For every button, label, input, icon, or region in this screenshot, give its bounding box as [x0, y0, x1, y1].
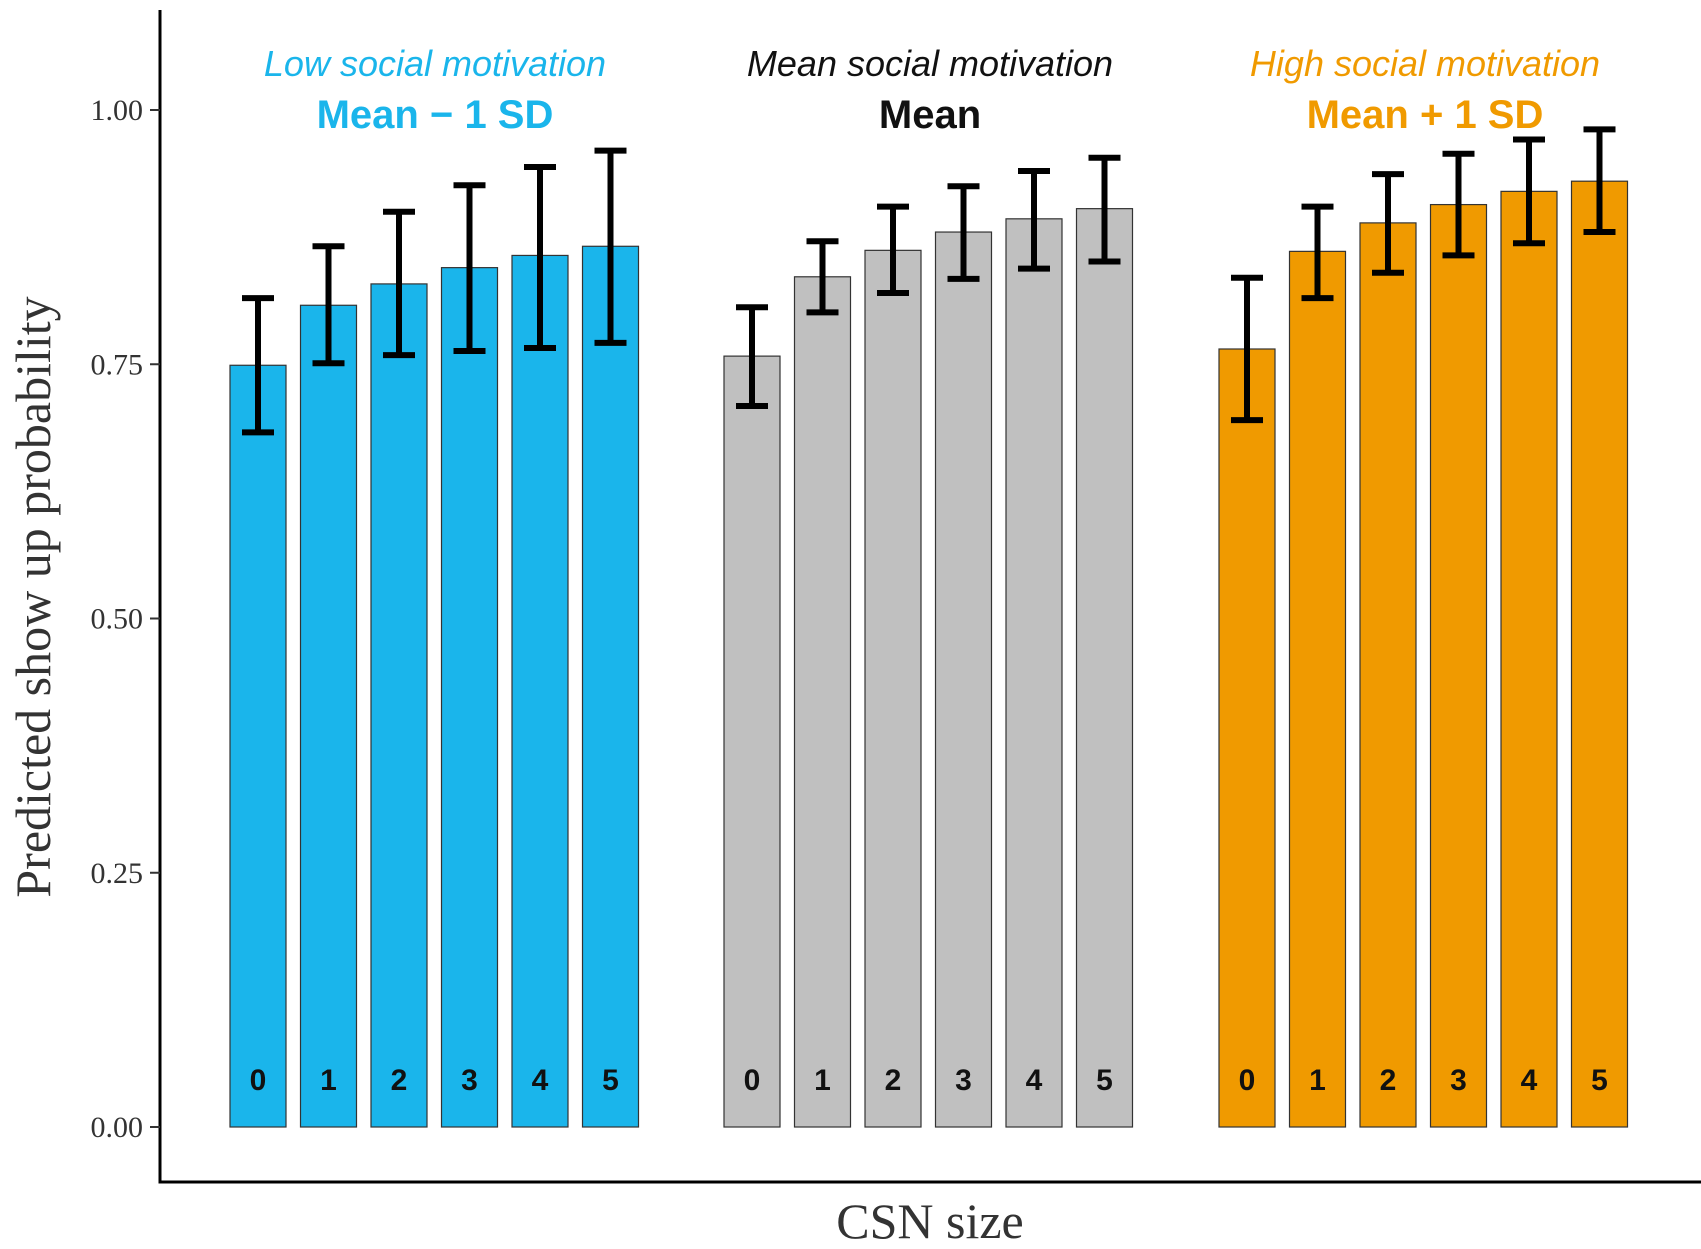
bar-category-label: 0 [250, 1064, 267, 1097]
bar [1500, 190, 1558, 1128]
y-tick-label: 0.50 [91, 603, 144, 636]
bar-category-label: 3 [1450, 1064, 1467, 1097]
bar [299, 304, 358, 1128]
bar [864, 249, 922, 1128]
bar [511, 254, 569, 1128]
bar-category-label: 4 [1026, 1064, 1043, 1097]
bar-category-label: 1 [1309, 1064, 1326, 1097]
bar [934, 231, 993, 1128]
bar-category-label: 4 [1521, 1064, 1538, 1097]
bar-category-label: 5 [1096, 1064, 1113, 1097]
y-tick-label: 1.00 [91, 94, 144, 127]
bar [1005, 218, 1063, 1128]
ticks-layer: 0.00 0.25 0.50 0.75 1.00 [91, 94, 160, 1144]
bar-category-label: 5 [1591, 1064, 1608, 1097]
bar-category-label: 3 [955, 1064, 972, 1097]
y-axis-title: Predicted show up probability [5, 296, 61, 897]
group-subtitle: Mean social motivation [747, 43, 1113, 84]
x-axis-title: CSN size [836, 1193, 1024, 1249]
bar [1359, 222, 1417, 1128]
y-tick-label: 0.00 [91, 1111, 144, 1144]
bar [370, 283, 428, 1128]
bar [581, 245, 640, 1128]
bar-category-label: 4 [532, 1064, 549, 1097]
axes-layer [158, 10, 1701, 1184]
bar [793, 276, 852, 1128]
labels-layer: Low social motivation Mean − 1 SD 0 1 2 3 4 5 Me… [242, 43, 1616, 1097]
group-title: Mean + 1 SD [1307, 93, 1544, 137]
group-title: Mean [879, 93, 981, 137]
bar-category-label: 2 [391, 1064, 408, 1097]
bar [1218, 348, 1276, 1128]
bar [1075, 208, 1134, 1128]
y-tick-label: 0.25 [91, 857, 144, 890]
bar-category-label: 2 [1380, 1064, 1397, 1097]
group-subtitle: High social motivation [1250, 43, 1600, 84]
bar-category-label: 1 [814, 1064, 831, 1097]
bar-category-label: 1 [320, 1064, 337, 1097]
bar [440, 267, 499, 1128]
bar [1288, 250, 1347, 1128]
bar-category-label: 3 [461, 1064, 478, 1097]
bar-category-label: 5 [602, 1064, 619, 1097]
bar-category-label: 0 [1239, 1064, 1256, 1097]
bar [1570, 180, 1629, 1128]
y-tick-label: 0.75 [91, 348, 144, 381]
bar [723, 355, 781, 1128]
bars-layer [229, 180, 1629, 1128]
bar-category-label: 0 [744, 1064, 761, 1097]
group-title: Mean − 1 SD [317, 93, 554, 137]
bar-category-label: 2 [885, 1064, 902, 1097]
bar [229, 364, 287, 1128]
group-subtitle: Low social motivation [264, 43, 606, 84]
bar [1429, 203, 1488, 1128]
